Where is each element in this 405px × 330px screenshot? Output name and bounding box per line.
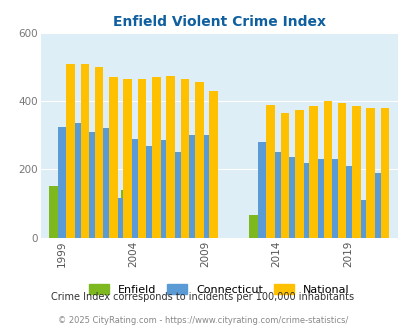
Bar	[280, 113, 288, 238]
Bar	[129, 139, 137, 238]
Bar	[78, 185, 86, 238]
Bar	[351, 106, 360, 238]
Bar	[337, 103, 345, 238]
Bar	[328, 159, 337, 238]
Bar	[366, 108, 374, 238]
Bar	[109, 77, 117, 238]
Bar	[100, 128, 109, 238]
Bar	[348, 200, 357, 238]
Bar	[137, 79, 146, 238]
Bar	[314, 159, 323, 238]
Bar	[172, 152, 180, 238]
Bar	[149, 186, 158, 238]
Bar	[334, 193, 343, 238]
Bar	[294, 110, 303, 238]
Bar	[300, 163, 309, 238]
Bar	[200, 135, 209, 238]
Bar	[180, 79, 189, 238]
Bar	[306, 180, 314, 238]
Bar	[115, 198, 123, 238]
Bar	[143, 146, 152, 238]
Bar	[277, 195, 286, 238]
Bar	[92, 193, 100, 238]
Bar	[158, 141, 166, 238]
Bar	[209, 91, 217, 238]
Bar	[371, 173, 380, 238]
Bar	[192, 200, 200, 238]
Bar	[363, 200, 371, 238]
Text: Crime Index corresponds to incidents per 100,000 inhabitants: Crime Index corresponds to incidents per…	[51, 292, 354, 302]
Bar	[120, 190, 129, 238]
Bar	[320, 176, 328, 238]
Bar	[152, 77, 160, 238]
Bar	[166, 76, 175, 238]
Bar	[163, 197, 172, 238]
Bar	[309, 106, 317, 238]
Bar	[186, 135, 194, 238]
Bar	[286, 157, 294, 238]
Bar	[134, 166, 143, 238]
Bar	[81, 64, 89, 238]
Bar	[58, 127, 66, 238]
Bar	[72, 123, 81, 238]
Bar	[95, 67, 103, 238]
Legend: Enfield, Connecticut, National: Enfield, Connecticut, National	[84, 280, 353, 300]
Bar	[271, 152, 280, 238]
Bar	[106, 198, 115, 238]
Bar	[49, 186, 58, 238]
Bar	[249, 215, 257, 238]
Title: Enfield Violent Crime Index: Enfield Violent Crime Index	[113, 15, 325, 29]
Bar	[357, 200, 366, 238]
Bar	[66, 64, 75, 238]
Bar	[343, 166, 351, 238]
Bar	[123, 79, 132, 238]
Text: © 2025 CityRating.com - https://www.cityrating.com/crime-statistics/: © 2025 CityRating.com - https://www.city…	[58, 315, 347, 325]
Bar	[263, 197, 271, 238]
Bar	[380, 108, 388, 238]
Bar	[266, 105, 274, 238]
Bar	[323, 101, 331, 238]
Bar	[177, 200, 186, 238]
Bar	[257, 142, 266, 238]
Bar	[292, 197, 300, 238]
Bar	[194, 82, 203, 238]
Bar	[63, 186, 72, 238]
Bar	[86, 132, 95, 238]
